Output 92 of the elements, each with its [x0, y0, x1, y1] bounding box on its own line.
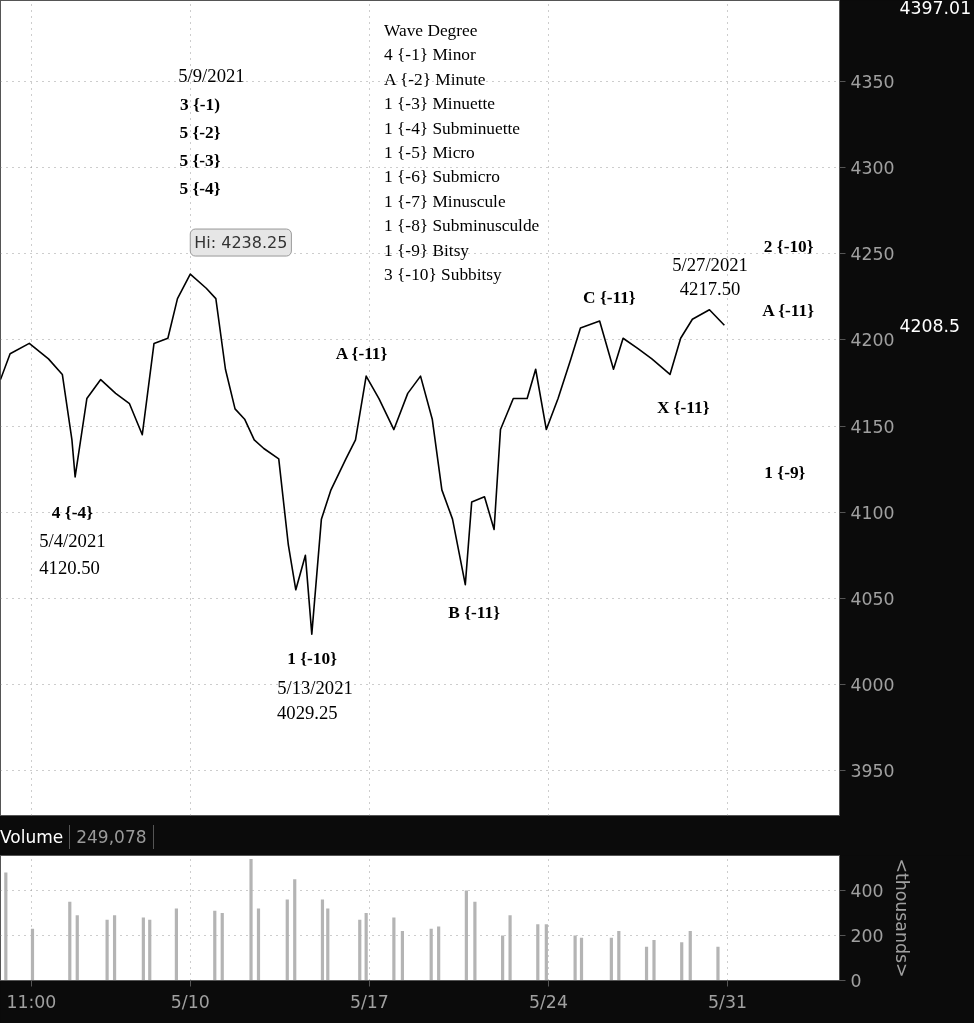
annotation: 5 {-3}: [179, 151, 221, 170]
y-tick-label: 3950: [850, 761, 895, 782]
bar: [112, 915, 117, 981]
y-tick-label: 4200: [850, 330, 895, 351]
bar: [429, 928, 433, 981]
annotation: 5/4/2021: [39, 530, 106, 551]
bar: [141, 917, 145, 981]
annotation: B {-11}: [448, 603, 501, 622]
bar: [148, 919, 152, 981]
bar: [68, 901, 72, 981]
bar: [501, 935, 505, 981]
text: 4397.01: [899, 0, 972, 18]
annotation: 3 {-1): [179, 95, 221, 114]
bar: [326, 908, 330, 981]
annotation: 5/27/2021: [672, 254, 748, 275]
bar: [392, 917, 396, 981]
annotation: 1 {-10}: [287, 649, 338, 668]
annotation: C {-11}: [583, 288, 636, 307]
bar: [30, 928, 35, 981]
bar: [464, 890, 468, 981]
y-tick-label: 4100: [850, 502, 895, 523]
y-tick-label: 4250: [850, 244, 895, 265]
annotation: Wave Degree: [384, 21, 478, 40]
bar: [579, 937, 584, 981]
bar: [75, 915, 79, 981]
bar: [716, 946, 720, 981]
annotation: 5/9/2021: [178, 65, 245, 86]
annotation: 4120.50: [39, 557, 100, 578]
bar: [256, 908, 261, 981]
annotation: 1 {-5} Micro: [384, 143, 475, 162]
bar: [4, 872, 8, 981]
chart-subtitle: 249,078: [70, 825, 154, 849]
bar: [609, 937, 613, 981]
annotation: 5/13/2021: [277, 677, 353, 698]
annotation: 5 {-2}: [179, 123, 221, 142]
annotation: A {-2} Minute: [384, 69, 486, 89]
annotation: 3 {-10} Subbitsy: [384, 265, 503, 284]
bar: [688, 930, 692, 981]
y-tick-label: 200: [850, 925, 884, 946]
annotation: 1 {-3} Minuette: [384, 94, 496, 114]
bar: [213, 910, 217, 981]
bar: [680, 942, 684, 981]
annotation: 1 {-7} Minuscule: [384, 191, 506, 211]
bar: [174, 908, 178, 981]
annotation: 5 {-4}: [179, 179, 221, 198]
x-tick-label: 11:00: [6, 991, 57, 1012]
y-tick-label: 400: [850, 880, 884, 901]
y-tick-label: 0: [850, 971, 862, 991]
annotation: 1 {-6} Submicro: [384, 167, 500, 187]
text: 4208.5: [899, 315, 961, 336]
bar: [358, 919, 362, 981]
annotation: 1 {-9}: [764, 463, 806, 482]
bar: [220, 912, 224, 981]
annotation: 1 {-8} Subminusculde: [384, 216, 540, 236]
annotation: A {-11}: [335, 344, 388, 363]
bar: [508, 915, 512, 981]
y-tick-label: 4050: [850, 588, 895, 609]
bar: [617, 930, 621, 981]
annotation: 4217.50: [679, 278, 741, 299]
bar: [320, 899, 325, 981]
bar: [285, 899, 289, 981]
bar: [473, 901, 477, 981]
y-tick-label: 4000: [850, 675, 895, 696]
x-tick-label: 5/31: [708, 991, 748, 1012]
annotation: 4 {-4}: [51, 503, 94, 522]
annotation: 1 {-4} Subminuette: [384, 118, 521, 138]
chart-title: Volume: [0, 825, 71, 849]
y-tick-label: 4350: [850, 72, 895, 92]
x-tick-label: 5/17: [349, 991, 389, 1012]
annotation: 2 {-10}: [763, 237, 814, 256]
bar: [536, 924, 540, 981]
bar: [437, 926, 441, 981]
bar: [364, 912, 368, 981]
bar: [652, 939, 656, 981]
annotation: 4029.25: [277, 702, 338, 723]
annotation: Hi: 4238.25: [194, 233, 288, 253]
bar: [644, 946, 649, 981]
bar: [105, 919, 109, 981]
annotation: A {-11}: [762, 301, 815, 320]
annotation: X {-11}: [656, 398, 710, 417]
y-tick-label: 4300: [850, 158, 895, 179]
x-tick-label: 5/24: [529, 991, 568, 1012]
bar: [293, 879, 297, 981]
bar: [573, 935, 577, 981]
y-axis-title: <thousands>: [891, 858, 912, 978]
bar: [249, 858, 253, 981]
annotation: 1 {-9} Bitsy: [384, 240, 470, 260]
annotation: 4 {-1} Minor: [384, 45, 476, 65]
bar: [544, 924, 548, 981]
y-tick-label: 4150: [850, 416, 895, 437]
x-tick-label: 5/10: [170, 991, 210, 1012]
bar: [400, 930, 405, 981]
